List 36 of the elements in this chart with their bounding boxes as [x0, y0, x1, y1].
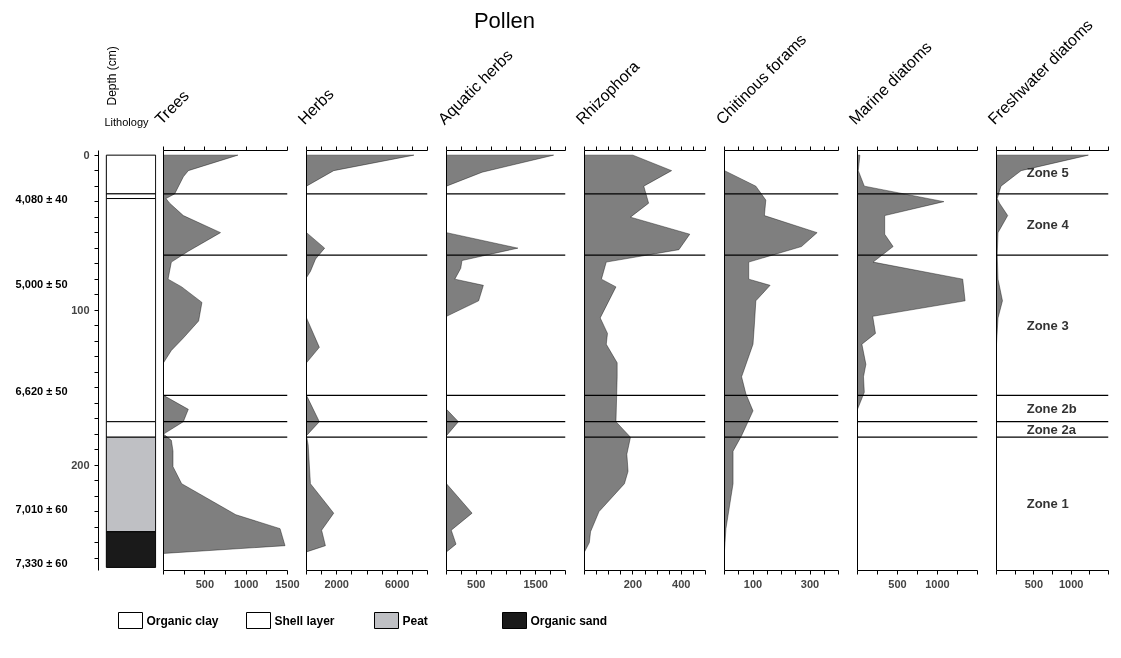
- annotation: Zone 1: [1026, 496, 1069, 512]
- text: 7,010 ± 60: [15, 502, 68, 515]
- legend-label: Organic clay: [146, 613, 219, 628]
- text: 5,000 ± 50: [15, 277, 68, 290]
- x-tick-label: 500: [467, 577, 486, 590]
- x-tick-label: 200: [623, 577, 643, 590]
- chart-subtitle: Pollen: [473, 8, 536, 33]
- x-tick-label: 1500: [523, 577, 548, 590]
- annotation: Zone 3: [1026, 317, 1069, 333]
- x-tick-label: 500: [195, 577, 215, 590]
- text: 4,080 ± 40: [15, 192, 68, 205]
- x-tick-label: 100: [743, 577, 763, 590]
- text: 6,620 ± 50: [15, 384, 68, 397]
- y-axis-title: Depth (cm): [104, 46, 119, 106]
- x-tick-label: 500: [888, 577, 907, 590]
- x-tick-label: 1000: [1058, 577, 1084, 590]
- x-tick-label: 6000: [385, 577, 410, 590]
- annotation: Zone 2b: [1026, 401, 1077, 417]
- annotation: Zone 5: [1026, 164, 1069, 180]
- legend-label: Peat: [402, 613, 428, 628]
- x-tick-label: 500: [1024, 577, 1044, 590]
- x-tick-label: 1000: [233, 577, 259, 590]
- x-tick-label: 2000: [324, 577, 349, 590]
- x-tick-label: 400: [672, 577, 691, 590]
- y-tick-label: 100: [71, 304, 90, 317]
- y-tick-label: 200: [71, 459, 90, 472]
- y-tick-label: 0: [83, 149, 90, 162]
- annotation: Zone 4: [1026, 217, 1070, 232]
- annotation: Zone 2a: [1026, 421, 1077, 437]
- legend-label: Shell layer: [274, 613, 335, 628]
- x-tick-label: 1500: [275, 577, 300, 590]
- x-tick-label: 300: [800, 577, 820, 590]
- chart-title: Lithology: [104, 115, 150, 128]
- legend-label: Organic sand: [530, 613, 608, 628]
- x-tick-label: 1000: [925, 577, 950, 590]
- text: 7,330 ± 60: [15, 556, 68, 569]
